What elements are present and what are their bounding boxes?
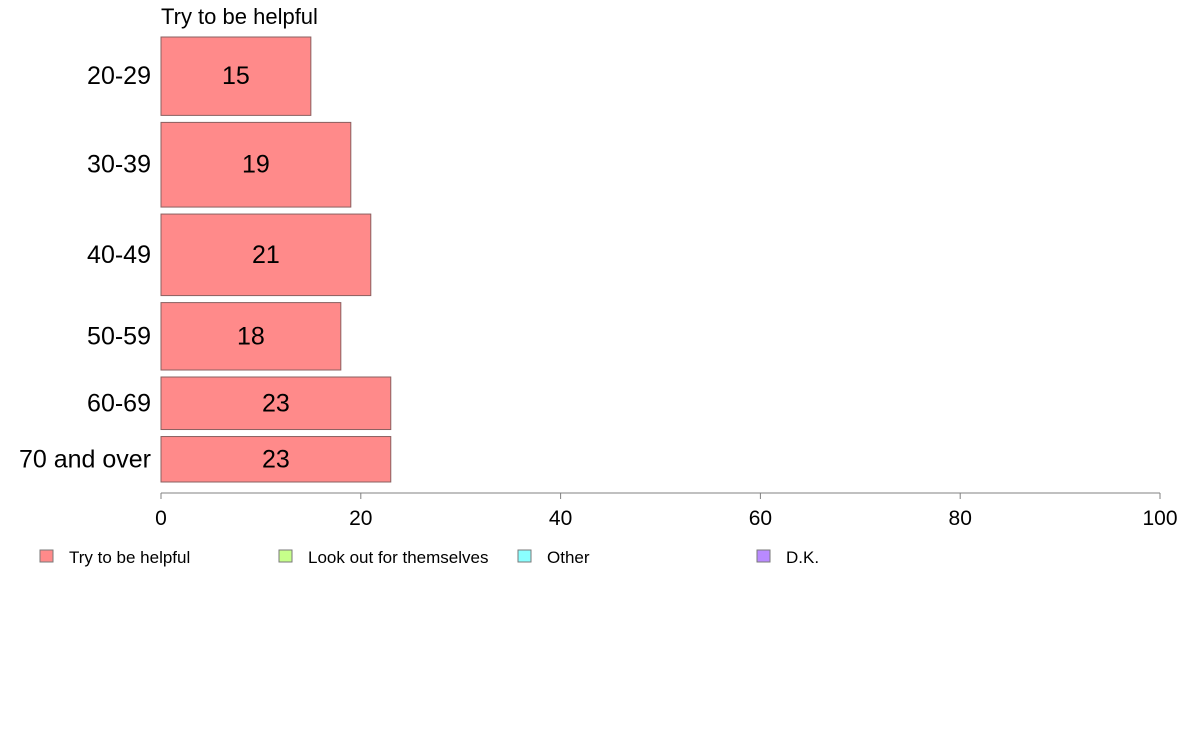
x-tick-label: 0 — [155, 507, 167, 530]
bars-group: 15 20-29 19 30-39 21 40-49 18 50-59 23 60-69 23 70 … — [19, 36, 392, 483]
bar-value-label: 23 — [262, 445, 290, 473]
category-label: 50-59 — [87, 322, 151, 350]
category-label: 60-69 — [87, 389, 151, 417]
x-tick-label: 80 — [949, 507, 972, 530]
category-label: 30-39 — [87, 151, 151, 179]
bar-value-label: 15 — [222, 62, 250, 90]
legend-label: D.K. — [786, 548, 819, 567]
chart-title: Try to be helpful — [161, 4, 318, 29]
bar-50-59 — [160, 302, 342, 371]
legend-swatch — [278, 549, 293, 563]
bar-value-label: 19 — [242, 151, 270, 179]
bar-60-69 — [160, 376, 392, 431]
legend: Try to be helpful Look out for themselves… — [39, 548, 819, 567]
category-label: 40-49 — [87, 241, 151, 269]
bar-40-49 — [160, 213, 372, 297]
legend-swatch — [517, 549, 532, 563]
legend-swatch — [756, 549, 771, 563]
x-tick-label: 20 — [349, 507, 372, 530]
bar-value-label: 23 — [262, 389, 290, 417]
x-tick-label: 40 — [549, 507, 572, 530]
legend-label: Look out for themselves — [308, 548, 488, 567]
legend-label: Try to be helpful — [69, 548, 190, 567]
bar-value-label: 18 — [237, 322, 265, 350]
x-tick-label: 100 — [1142, 507, 1177, 530]
legend-label: Other — [547, 548, 590, 567]
legend-swatch — [39, 549, 54, 563]
category-label: 70 and over — [19, 445, 151, 473]
bar-70-and-over — [160, 436, 392, 483]
x-axis: 0 20 40 60 80 100 — [155, 492, 1178, 530]
bar-30-39 — [160, 121, 352, 208]
category-label: 20-29 — [87, 62, 151, 90]
x-tick-label: 60 — [749, 507, 772, 530]
bar-20-29 — [160, 36, 312, 116]
bar-value-label: 21 — [252, 241, 280, 269]
